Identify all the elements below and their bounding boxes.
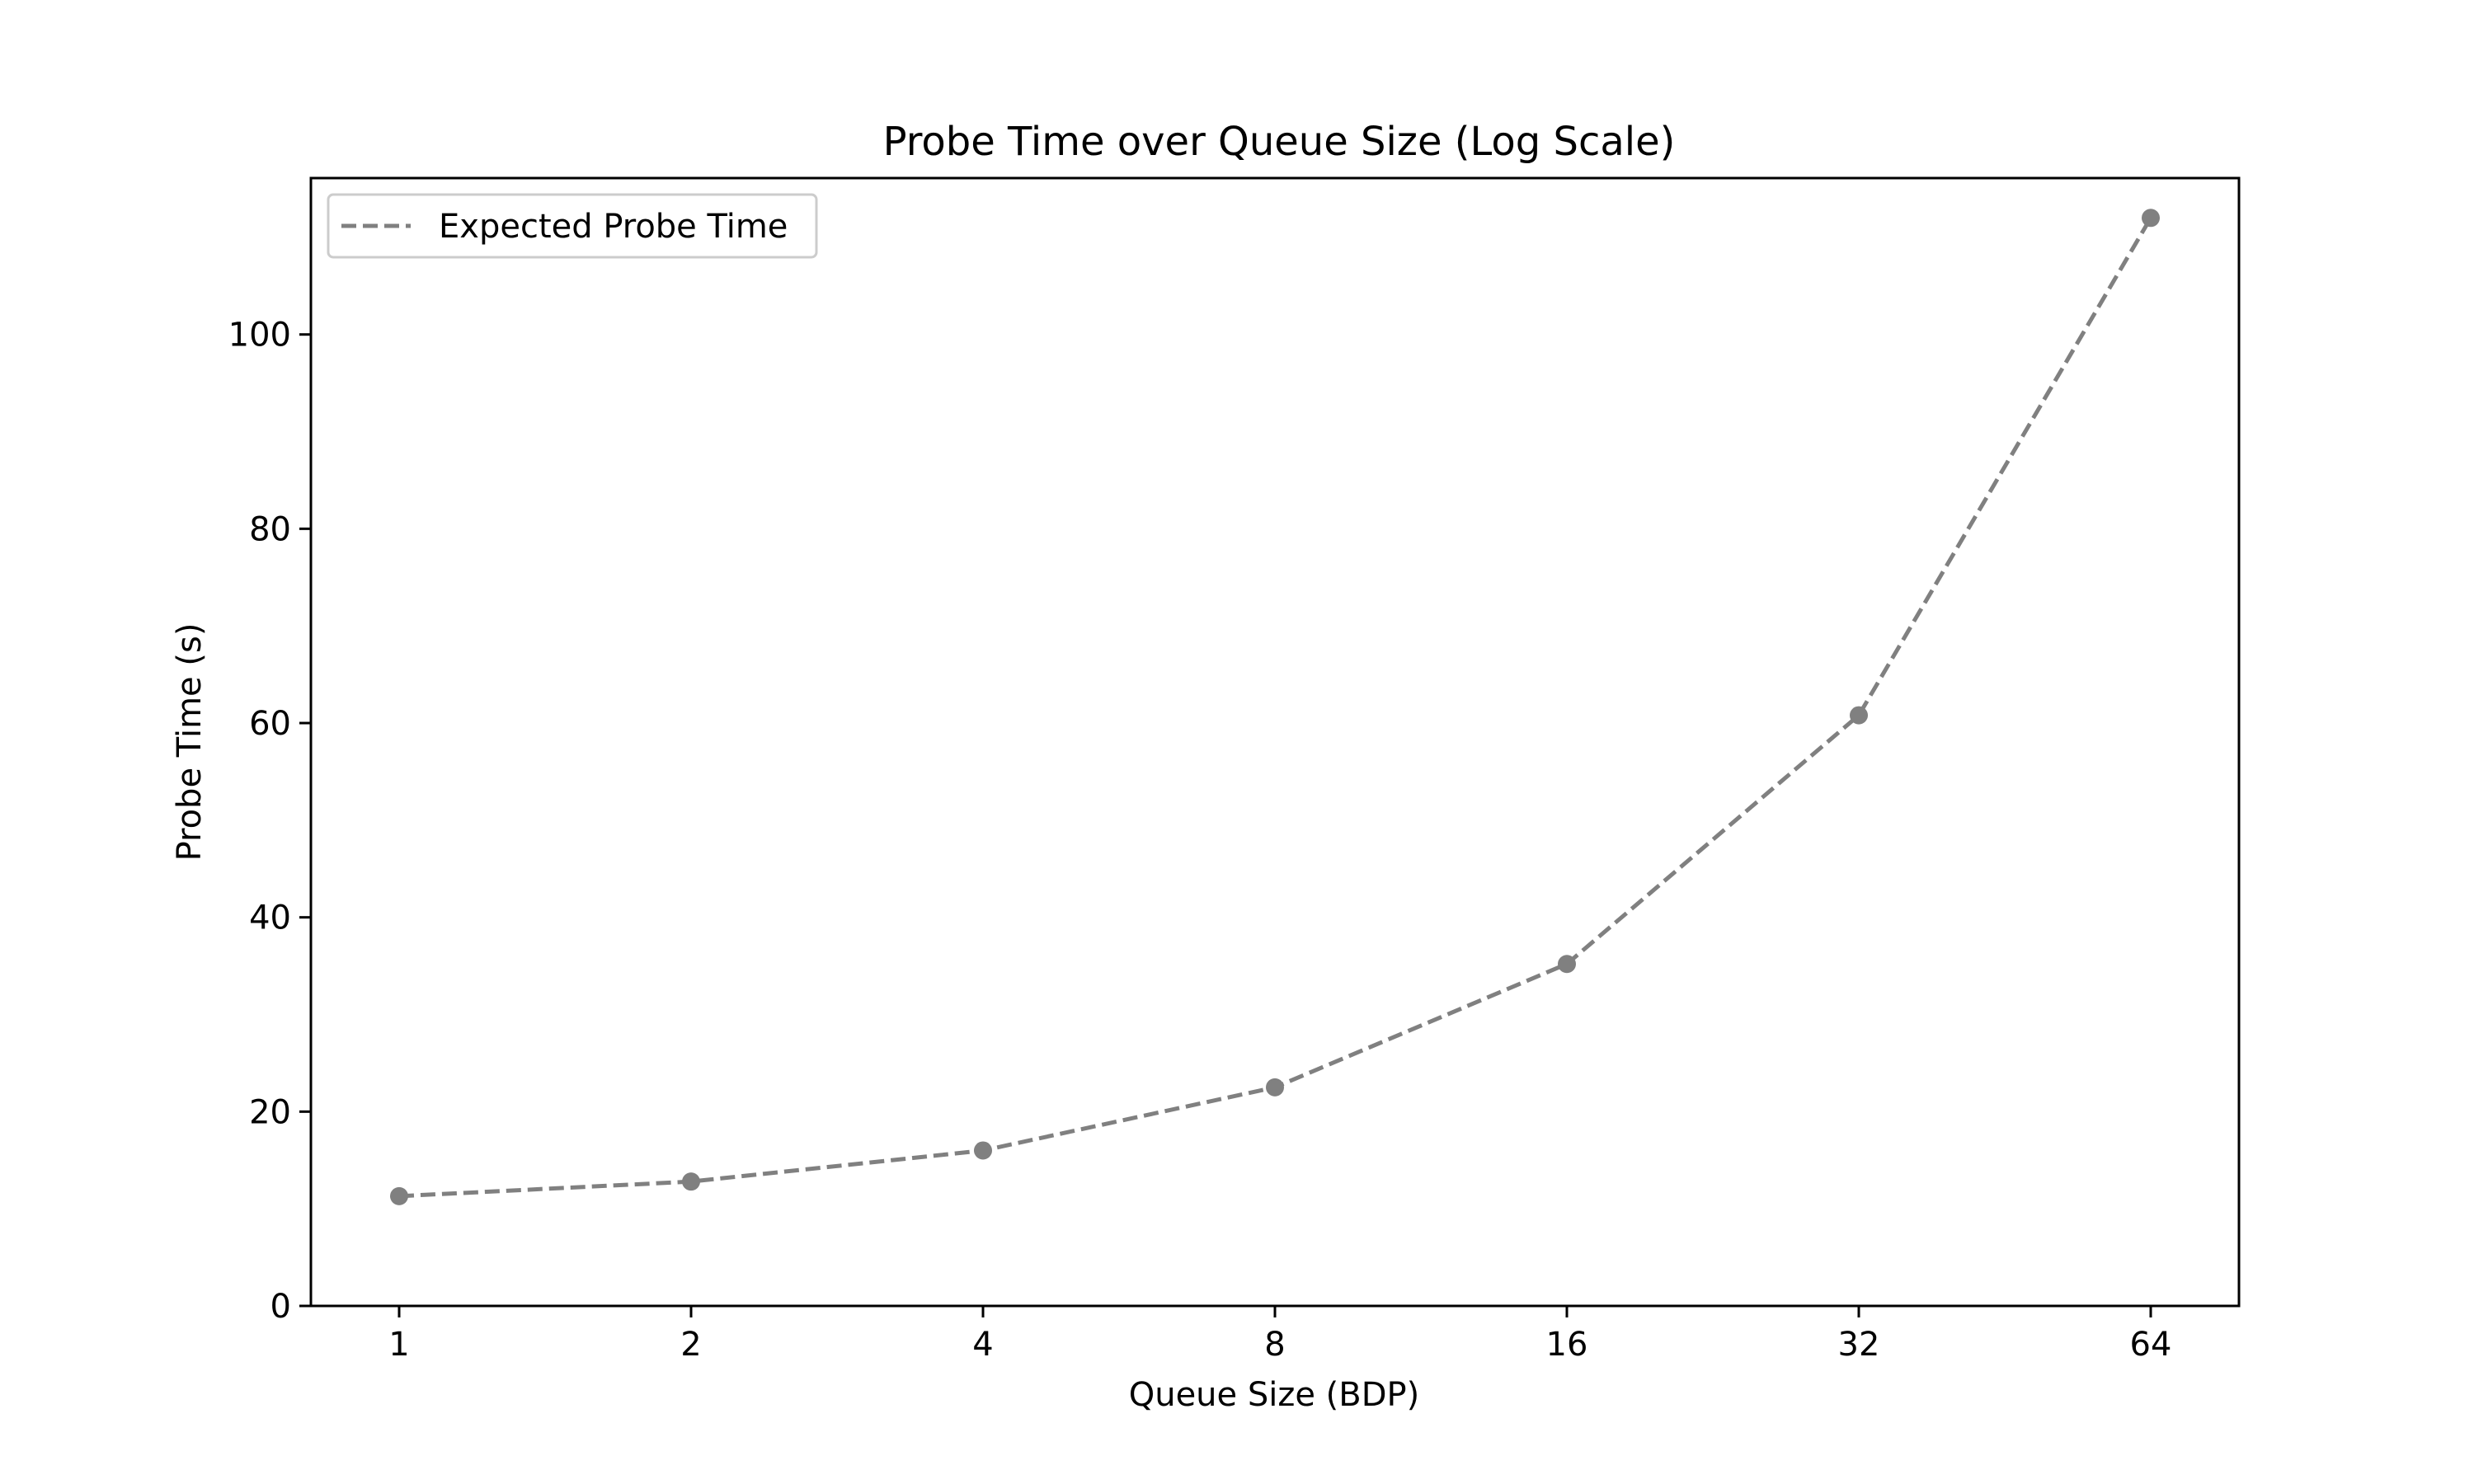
y-axis-label: Probe Time (s) <box>171 623 209 862</box>
x-tick-label: 16 <box>1546 1326 1588 1364</box>
legend: Expected Probe Time <box>327 193 818 259</box>
legend-box <box>327 193 818 259</box>
data-point <box>974 1141 992 1160</box>
y-tick-label: 20 <box>249 1093 291 1131</box>
x-tick-label: 2 <box>680 1326 701 1364</box>
x-tick-label: 1 <box>388 1326 409 1364</box>
data-point <box>1558 955 1576 974</box>
y-tick-label: 0 <box>270 1288 291 1326</box>
x-tick-label: 4 <box>972 1326 993 1364</box>
data-point <box>1850 706 1868 725</box>
y-axis: 0 20 40 60 80 100 <box>228 317 311 1326</box>
x-tick-label: 32 <box>1838 1326 1880 1364</box>
y-tick-label: 60 <box>249 705 291 743</box>
y-tick-label: 100 <box>228 317 291 355</box>
series-layer <box>390 209 2160 1205</box>
chart-title: Probe Time over Queue Size (Log Scale) <box>883 119 1676 165</box>
data-point <box>390 1186 408 1205</box>
x-tick-label: 8 <box>1264 1326 1285 1364</box>
y-tick-label: 80 <box>249 510 291 548</box>
data-point <box>1266 1078 1284 1097</box>
x-axis-label: Queue Size (BDP) <box>1129 1376 1420 1414</box>
x-axis: 1 2 4 8 16 32 64 <box>388 1306 2171 1364</box>
data-point <box>2142 209 2160 228</box>
x-tick-label: 64 <box>2130 1326 2172 1364</box>
y-tick-label: 40 <box>249 899 291 937</box>
data-point <box>682 1172 700 1191</box>
legend-label: Expected Probe Time <box>439 208 788 246</box>
